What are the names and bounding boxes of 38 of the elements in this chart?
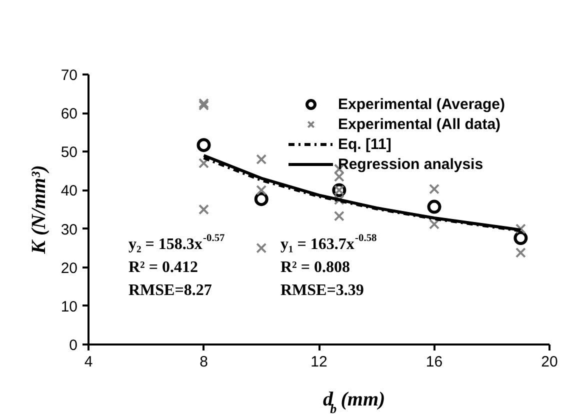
point — [334, 194, 344, 206]
point — [515, 247, 526, 258]
y-tick-label: 20 — [60, 260, 78, 277]
x-tick-label: 20 — [541, 354, 558, 370]
legend-label: Eq. [11] — [338, 136, 392, 152]
point — [256, 242, 267, 254]
legend-label: Experimental (Average) — [338, 96, 506, 112]
annotation: R² = 0.808 — [280, 259, 350, 276]
annotation: RMSE=8.27 — [128, 282, 212, 299]
point — [515, 224, 526, 234]
x-tick-label: 8 — [200, 354, 208, 370]
point — [254, 192, 268, 206]
x-tick-label: 12 — [310, 354, 328, 370]
y-tick-label: 50 — [60, 144, 78, 162]
y-axis-title: K (N/mm³) — [28, 165, 50, 255]
point — [196, 138, 211, 152]
annotation: R² = 0.412 — [128, 259, 198, 276]
y-tick-label: 60 — [60, 106, 78, 123]
y-tick-label: 10 — [60, 298, 78, 316]
point — [198, 158, 209, 168]
y-tick-label: 30 — [60, 221, 78, 238]
x-tick-label: 16 — [426, 354, 443, 370]
point — [198, 204, 209, 215]
point — [514, 231, 528, 246]
point — [429, 218, 440, 230]
y-tick-label: 0 — [69, 337, 78, 354]
x-tick-label: 4 — [84, 354, 93, 370]
legend-label: Regression analysis — [338, 156, 484, 172]
annotation: RMSE=3.39 — [280, 282, 364, 299]
y-tick-label: 40 — [60, 182, 78, 200]
legend-label: Experimental (All data) — [338, 116, 501, 132]
point — [256, 154, 267, 165]
y-tick-label: 70 — [60, 67, 78, 84]
point — [334, 210, 344, 222]
point — [427, 200, 442, 214]
point — [429, 184, 440, 194]
point — [256, 184, 267, 196]
point — [334, 171, 344, 182]
